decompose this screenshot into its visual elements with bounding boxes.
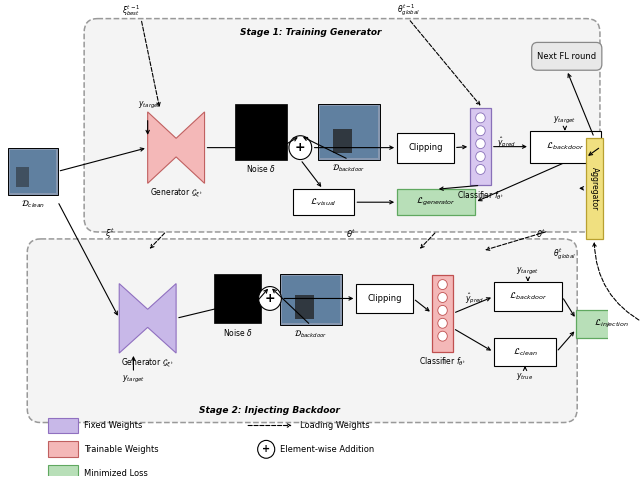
- Text: $\mathcal{L}_{visual}$: $\mathcal{L}_{visual}$: [310, 196, 337, 208]
- Text: Classifier $f_{\theta^t}$: Classifier $f_{\theta^t}$: [457, 189, 504, 202]
- Text: +: +: [295, 141, 306, 154]
- Bar: [48, 441, 79, 457]
- Bar: [356, 284, 413, 313]
- Bar: [576, 310, 640, 338]
- Text: Element-wise Addition: Element-wise Addition: [280, 445, 374, 454]
- Circle shape: [476, 139, 485, 148]
- Text: $\hat{y}_{pred}$: $\hat{y}_{pred}$: [465, 291, 484, 306]
- Bar: [16, 168, 29, 187]
- Text: $\mathcal{L}_{clean}$: $\mathcal{L}_{clean}$: [513, 346, 538, 358]
- Circle shape: [259, 286, 282, 310]
- Polygon shape: [148, 112, 205, 183]
- Text: $\mathcal{D}_{backdoor}$: $\mathcal{D}_{backdoor}$: [294, 329, 328, 340]
- Text: Noise $\delta$: Noise $\delta$: [223, 327, 253, 338]
- Text: $\mathcal{L}_{injection}$: $\mathcal{L}_{injection}$: [594, 318, 628, 331]
- Bar: [530, 131, 601, 162]
- Text: $y_{true}$: $y_{true}$: [516, 371, 534, 382]
- FancyBboxPatch shape: [532, 43, 602, 70]
- Text: $\mathcal{D}_{clean}$: $\mathcal{D}_{clean}$: [21, 198, 45, 210]
- Text: $\theta^t_{global}$: $\theta^t_{global}$: [554, 246, 576, 262]
- Polygon shape: [119, 284, 176, 353]
- Bar: [48, 418, 79, 433]
- Text: $\mathcal{L}_{backdoor}$: $\mathcal{L}_{backdoor}$: [546, 141, 584, 152]
- FancyBboxPatch shape: [84, 19, 600, 232]
- Text: $\mathcal{L}_{backdoor}$: $\mathcal{L}_{backdoor}$: [509, 291, 547, 302]
- Text: $\mathcal{D}_{backdoor}$: $\mathcal{D}_{backdoor}$: [332, 163, 365, 174]
- Bar: [318, 104, 380, 160]
- Bar: [320, 106, 378, 158]
- Bar: [397, 133, 454, 162]
- Circle shape: [438, 331, 447, 341]
- Text: +: +: [265, 292, 275, 305]
- Bar: [235, 104, 287, 160]
- Bar: [10, 149, 56, 193]
- Circle shape: [476, 113, 485, 123]
- Circle shape: [258, 440, 275, 458]
- Text: Clipping: Clipping: [408, 143, 443, 152]
- Text: $\hat{y}_{pred}$: $\hat{y}_{pred}$: [497, 136, 516, 150]
- Text: $\xi^t$: $\xi^t$: [105, 227, 115, 241]
- Text: Classifier $f_{\theta^t}$: Classifier $f_{\theta^t}$: [419, 356, 466, 368]
- Bar: [432, 274, 453, 352]
- Circle shape: [476, 126, 485, 136]
- Circle shape: [289, 136, 312, 160]
- Text: $\mathcal{L}_{generator}$: $\mathcal{L}_{generator}$: [416, 196, 456, 208]
- Bar: [294, 296, 314, 319]
- Text: $\theta^{t-1}_{global}$: $\theta^{t-1}_{global}$: [397, 3, 420, 18]
- Text: Generator $\mathcal{G}_{\xi^t}$: Generator $\mathcal{G}_{\xi^t}$: [150, 187, 202, 200]
- Text: Stage 2: Injecting Backdoor: Stage 2: Injecting Backdoor: [198, 406, 340, 415]
- Bar: [470, 108, 491, 185]
- Text: Noise $\delta$: Noise $\delta$: [246, 163, 275, 174]
- Bar: [280, 274, 342, 325]
- Bar: [333, 129, 351, 153]
- Circle shape: [476, 164, 485, 174]
- FancyBboxPatch shape: [28, 239, 577, 422]
- Bar: [397, 189, 475, 215]
- Text: Minimized Loss: Minimized Loss: [84, 468, 148, 478]
- Circle shape: [438, 306, 447, 315]
- Bar: [214, 274, 262, 323]
- Text: $\theta^t$: $\theta^t$: [536, 228, 547, 240]
- Text: $y_{target}$: $y_{target}$: [553, 115, 577, 126]
- Text: +: +: [262, 445, 270, 454]
- Bar: [48, 465, 79, 479]
- Text: $y_{target}$: $y_{target}$: [516, 266, 540, 277]
- Text: $\theta^t$: $\theta^t$: [346, 228, 356, 240]
- Text: $\xi^{t-1}_{best}$: $\xi^{t-1}_{best}$: [122, 3, 141, 18]
- Text: $y_{target}$: $y_{target}$: [138, 101, 161, 112]
- Circle shape: [438, 293, 447, 302]
- Text: Loading Weights: Loading Weights: [300, 421, 370, 430]
- Circle shape: [438, 319, 447, 328]
- Bar: [586, 137, 603, 239]
- Text: Stage 1: Training Generator: Stage 1: Training Generator: [241, 28, 382, 37]
- Bar: [493, 338, 556, 366]
- Text: Clipping: Clipping: [367, 294, 402, 303]
- Text: Fixed Weights: Fixed Weights: [84, 421, 143, 430]
- Text: Generator $\mathcal{G}_{\xi^t}$: Generator $\mathcal{G}_{\xi^t}$: [122, 356, 174, 369]
- Bar: [292, 189, 355, 215]
- Text: Aggregator: Aggregator: [589, 167, 599, 210]
- Circle shape: [476, 151, 485, 161]
- Text: Next FL round: Next FL round: [537, 52, 596, 61]
- Bar: [282, 275, 340, 323]
- Text: $y_{target}$: $y_{target}$: [122, 374, 145, 386]
- Bar: [493, 282, 562, 311]
- Circle shape: [438, 280, 447, 289]
- Bar: [8, 148, 58, 195]
- Text: Trainable Weights: Trainable Weights: [84, 445, 159, 454]
